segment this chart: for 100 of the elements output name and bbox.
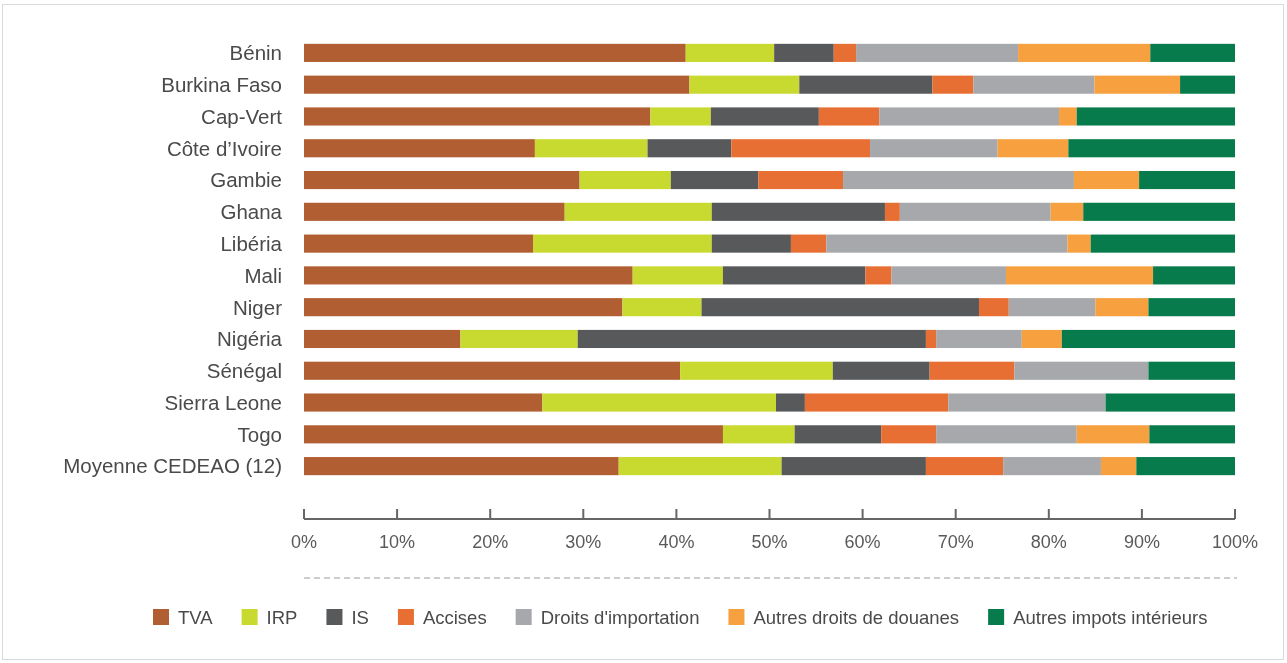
legend-label: Accises (422, 606, 487, 628)
bar (1149, 425, 1235, 444)
x-tick-label: 60% (844, 532, 881, 552)
bar (304, 457, 619, 476)
bar (1148, 361, 1235, 380)
bar (304, 234, 534, 253)
bar (1073, 170, 1140, 190)
bar (799, 75, 933, 94)
y-tick-label: Nigéria (217, 327, 283, 351)
y-tick-label: Togo (237, 422, 282, 446)
bar (564, 202, 712, 221)
bar (997, 139, 1069, 158)
bar (879, 107, 1060, 126)
y-tick-label: Côte d’Ivoire (166, 136, 282, 160)
bar (304, 202, 565, 221)
legend-label: Autres impots intérieurs (1013, 606, 1208, 628)
bar (1067, 234, 1091, 253)
x-tick-label: 20% (472, 532, 509, 552)
legend-label: TVA (178, 606, 214, 628)
bar (1018, 43, 1151, 62)
y-tick-label: Cap-Vert (201, 104, 283, 128)
bar (632, 266, 723, 285)
bar (304, 170, 580, 190)
bar (731, 139, 871, 158)
bar (899, 202, 1051, 221)
legend-label: Droits d'importation (540, 606, 700, 628)
bar (1150, 43, 1235, 62)
bar (1180, 75, 1235, 94)
bar (1014, 361, 1149, 380)
bar (1139, 170, 1235, 190)
bar (680, 361, 833, 380)
y-tick-label: Libéria (220, 231, 283, 255)
bar (711, 202, 885, 221)
bar (843, 170, 1074, 190)
y-tick-label: Moyenne CEDEAO (12) (63, 454, 282, 478)
bar (1059, 107, 1077, 126)
bar (870, 139, 998, 158)
bar (710, 107, 819, 126)
bar (1068, 139, 1235, 158)
bar (973, 75, 1095, 94)
bar (533, 234, 712, 253)
bar (304, 329, 461, 349)
bar (856, 43, 1019, 62)
bar (1005, 266, 1154, 285)
bar (929, 361, 1015, 380)
bar (304, 425, 723, 444)
bar (1021, 329, 1062, 349)
x-tick-label: 70% (937, 532, 974, 552)
bar (534, 139, 648, 158)
bar (304, 393, 543, 412)
bar (1076, 425, 1150, 444)
bar (685, 43, 775, 62)
bar (1061, 329, 1235, 349)
legend-label: IRP (266, 606, 298, 628)
x-tick-label: 30% (565, 532, 602, 552)
bar (304, 43, 686, 62)
bar (774, 43, 834, 62)
y-tick-label: Mali (244, 263, 282, 287)
y-tick-label: Niger (233, 295, 283, 319)
bar (948, 393, 1106, 412)
legend-label: Autres droits de douanes (753, 606, 960, 628)
bar (794, 425, 882, 444)
bar (865, 266, 892, 285)
bar (701, 298, 979, 317)
y-tick-label: Sierra Leone (164, 390, 282, 414)
bar (884, 202, 900, 221)
bar (1076, 107, 1235, 126)
bar (579, 170, 671, 190)
bar (804, 393, 949, 412)
x-tick-label: 40% (658, 532, 695, 552)
bar (304, 139, 535, 158)
bar (689, 75, 800, 94)
bar (936, 425, 1077, 444)
bar (826, 234, 1068, 253)
legend-label: IS (351, 606, 369, 628)
bar (304, 107, 651, 126)
bar (936, 329, 1022, 349)
bar (1100, 457, 1137, 476)
bar (818, 107, 880, 126)
bar (711, 234, 791, 253)
bar (925, 457, 1004, 476)
bar (304, 298, 623, 317)
bar (1148, 298, 1235, 317)
bar (781, 457, 926, 476)
bar (304, 75, 690, 94)
bar (460, 329, 578, 349)
bar (1105, 393, 1235, 412)
bar (891, 266, 1006, 285)
bar (577, 329, 926, 349)
x-tick-label: 100% (1211, 532, 1259, 552)
bar (542, 393, 777, 412)
bar (722, 266, 866, 285)
x-tick-label: 50% (751, 532, 788, 552)
bar (1095, 298, 1149, 317)
y-tick-label: Bénin (229, 41, 282, 65)
bar (881, 425, 937, 444)
x-tick-label: 90% (1123, 532, 1160, 552)
bar (925, 329, 937, 349)
bar (832, 361, 930, 380)
bar (1003, 457, 1101, 476)
